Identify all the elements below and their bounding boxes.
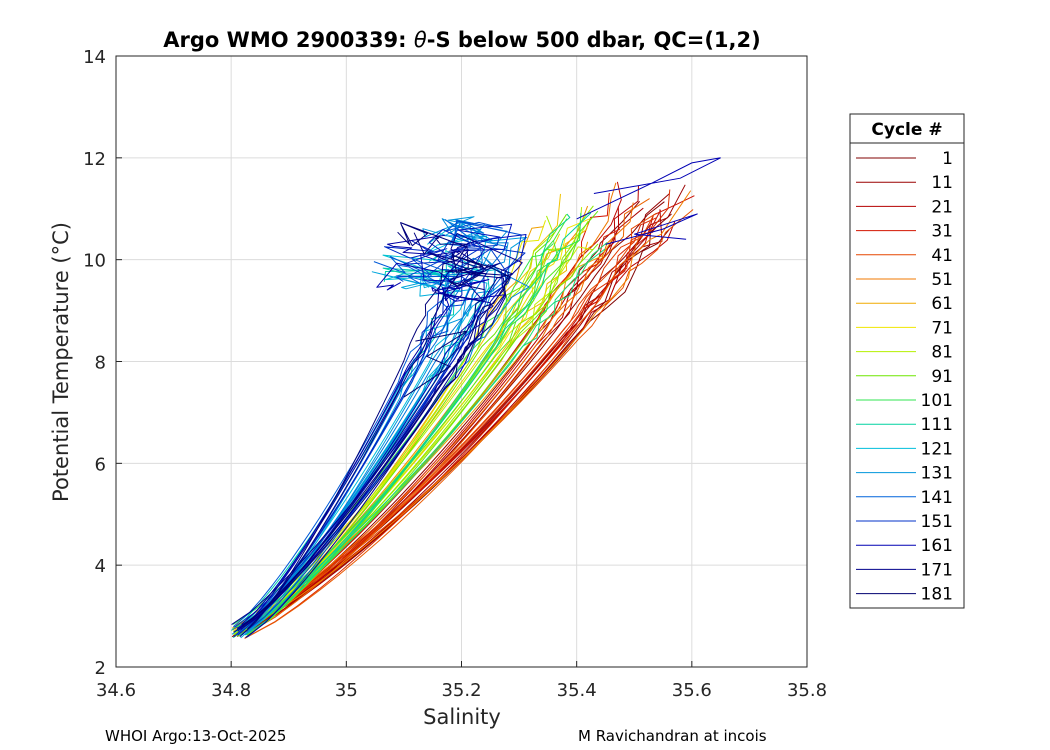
x-tick-label: 34.8	[211, 680, 251, 701]
profile-line	[240, 278, 494, 631]
profile-line	[241, 269, 509, 626]
profile-line	[243, 190, 692, 629]
y-axis-ticks: 2 4 6 8 10 12 14	[83, 47, 122, 679]
y-tick-label: 14	[83, 47, 106, 68]
profile-line	[234, 236, 526, 628]
profile-line	[245, 213, 571, 636]
footer-author: M Ravichandran at incois	[578, 727, 767, 745]
legend-label: 101	[921, 391, 953, 411]
legend-label: 121	[921, 439, 953, 459]
x-tick-label: 34.6	[96, 680, 136, 701]
profile-line	[237, 229, 485, 636]
profile-line	[241, 234, 470, 625]
profile-line	[239, 232, 469, 638]
legend-label: 151	[921, 512, 953, 532]
profile-line	[247, 206, 620, 634]
legend-label: 21	[931, 197, 953, 217]
legend-label: 141	[921, 488, 953, 508]
title-prefix: Argo WMO 2900339:	[163, 28, 414, 52]
profile-line	[237, 210, 599, 637]
profile-excursion	[403, 330, 468, 398]
y-tick-label: 10	[83, 251, 106, 272]
x-tick-label: 35.8	[787, 680, 827, 701]
legend-label: 61	[931, 294, 953, 314]
legend-label: 111	[921, 415, 953, 435]
x-tick-label: 35.4	[557, 680, 597, 701]
legend-entries: 1112131415161718191101111121131141151161…	[856, 149, 953, 605]
legend-label: 31	[931, 222, 953, 242]
profile-line	[238, 228, 621, 635]
legend-label: 171	[921, 560, 953, 580]
y-tick-label: 6	[95, 454, 106, 475]
legend-label: 181	[921, 585, 953, 605]
profile-line	[247, 214, 567, 630]
profile-line	[245, 198, 650, 635]
legend-box	[849, 113, 965, 609]
grid-lines	[116, 56, 807, 667]
profile-excursion	[605, 213, 698, 245]
profile-line	[247, 222, 467, 630]
y-tick-label: 4	[95, 556, 106, 577]
profile-line	[237, 262, 461, 632]
title-theta: θ	[414, 28, 427, 52]
profile-line	[232, 248, 606, 630]
legend-label: 51	[931, 270, 953, 290]
legend-label: 81	[931, 343, 953, 363]
y-axis-label: Potential Temperature (°C)	[49, 222, 73, 502]
profile-line	[238, 202, 634, 631]
profile-line	[232, 256, 450, 628]
x-tick-label: 35	[335, 680, 358, 701]
profile-line	[231, 262, 507, 626]
profile-line	[235, 209, 694, 628]
legend-label: 131	[921, 464, 953, 484]
profile-line	[242, 215, 554, 628]
y-tick-label: 12	[83, 149, 106, 170]
legend: Cycle # 11121314151617181911011111211311…	[849, 113, 965, 609]
profile-line	[237, 207, 583, 628]
profile-line	[239, 212, 592, 636]
x-axis-label: Salinity	[423, 705, 501, 729]
profile-line	[236, 242, 608, 632]
profile-line	[241, 221, 676, 630]
x-tick-label: 35.6	[672, 680, 712, 701]
data-series	[230, 157, 721, 639]
legend-label: 161	[921, 536, 953, 556]
profile-line	[234, 225, 659, 636]
profile-line	[238, 212, 657, 629]
x-tick-label: 35.2	[441, 680, 481, 701]
x-axis-ticks: 34.6 34.8 35 35.2 35.4 35.6 35.8	[96, 661, 827, 701]
y-tick-label: 2	[95, 658, 106, 679]
plot-area	[115, 55, 808, 668]
legend-title: Cycle #	[871, 120, 942, 140]
legend-label: 71	[931, 318, 953, 338]
profile-line	[233, 205, 594, 638]
chart-title: Argo WMO 2900339: θ-S below 500 dbar, QC…	[163, 28, 760, 52]
title-suffix: -S below 500 dbar, QC=(1,2)	[427, 28, 761, 52]
y-tick-label: 8	[95, 353, 106, 374]
legend-label: 91	[931, 367, 953, 387]
profile-line	[245, 233, 523, 639]
profile-excursion	[576, 157, 721, 220]
footer-source: WHOI Argo:13-Oct-2025	[105, 727, 286, 745]
profile-line	[233, 252, 511, 633]
profile-line	[246, 226, 545, 631]
profile-line	[246, 248, 511, 632]
legend-label: 11	[931, 173, 953, 193]
legend-label: 1	[942, 149, 953, 169]
legend-label: 41	[931, 246, 953, 266]
